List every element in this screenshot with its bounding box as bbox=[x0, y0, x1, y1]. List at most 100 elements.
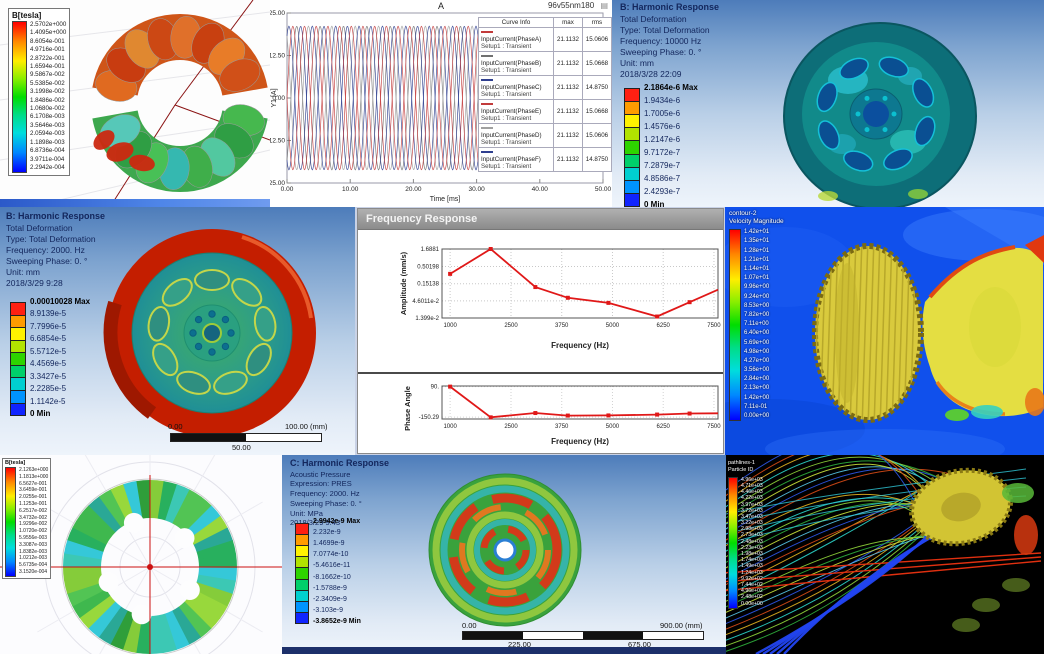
svg-text:Frequency (Hz): Frequency (Hz) bbox=[551, 341, 609, 350]
colorbar-b-tesla: B[tesla] 2.5702e+000 1.4095e+000 8.6054e-0… bbox=[8, 8, 71, 176]
legend-value: 7.2879e-7 bbox=[644, 161, 681, 170]
curve-color-dash bbox=[481, 79, 493, 82]
colorbar-labels: 2.5702e+000 1.4095e+000 8.6054e-001 4.9716e… bbox=[30, 21, 66, 171]
result-info-line: Type: Total Deformation bbox=[6, 233, 96, 244]
legend-value: 9.5867e-002 bbox=[30, 71, 65, 79]
curve-max: 21.1132 bbox=[553, 27, 583, 52]
legend-curve-label: InputCurrent(PhaseE) Setup1 : Transient bbox=[477, 99, 555, 124]
legend-value: 7.7996e-5 bbox=[30, 321, 67, 331]
legend-value: 4.98e+00 bbox=[744, 348, 770, 355]
panel-maxwell-stator: B[tesla] 2.5702e+000 1.4095e+000 8.6054e-0… bbox=[0, 0, 270, 207]
legend-value: 5.69e+00 bbox=[744, 339, 770, 346]
colorbar-title: pathlines-1 Particle ID bbox=[728, 460, 755, 473]
svg-text:1000: 1000 bbox=[443, 323, 457, 329]
legend-value: 7.11e+00 bbox=[744, 321, 769, 328]
legend-value: 2.1263e+000 bbox=[19, 467, 49, 473]
result-info-line: Frequency: 10000 Hz bbox=[620, 35, 702, 46]
result-info-line: Sweeping Phase: 0. ° bbox=[6, 255, 88, 266]
svg-text:0.50198: 0.50198 bbox=[417, 264, 439, 270]
curve-color-dash bbox=[481, 55, 493, 58]
svg-text:Frequency (Hz): Frequency (Hz) bbox=[551, 437, 609, 446]
svg-text:12.50: 12.50 bbox=[270, 53, 285, 60]
legend-value: 2.48e+02 bbox=[741, 594, 763, 601]
legend-value: 2.23e+03 bbox=[741, 544, 763, 551]
legend-value: 2.5702e+000 bbox=[30, 21, 67, 28]
svg-text:7500: 7500 bbox=[707, 323, 721, 329]
colorbar-gradient bbox=[728, 476, 738, 609]
result-info-line: Frequency: 2000. Hz bbox=[290, 489, 360, 499]
window-titlebar-sliver[interactable] bbox=[0, 199, 270, 207]
svg-text:20.00: 20.00 bbox=[405, 186, 422, 193]
legend-value: 3.47e+03 bbox=[741, 513, 763, 520]
legend-value: 2.48e+03 bbox=[741, 538, 763, 545]
svg-text:2500: 2500 bbox=[504, 424, 518, 430]
curve-rms: 15.0606 bbox=[581, 27, 612, 52]
svg-text:50.00: 50.00 bbox=[595, 186, 612, 193]
legend-curve-label: InputCurrent(PhaseF) Setup1 : Transient bbox=[477, 147, 555, 172]
legend-value: 2.0255e-001 bbox=[19, 494, 48, 501]
panel-current-plot: A 96v55nm180 ▤ 25.00 12.50 0.00 -12.50 -25.0… bbox=[270, 0, 613, 207]
cfd-contour-view bbox=[725, 207, 1044, 455]
svg-text:0.15138: 0.15138 bbox=[417, 282, 439, 288]
legend-value: 2.232e-9 bbox=[313, 529, 341, 537]
legend-value: 6.6854e-5 bbox=[30, 334, 67, 344]
legend-value: 2.13e+00 bbox=[744, 385, 770, 392]
svg-text:2500: 2500 bbox=[504, 323, 518, 329]
legend-value: 6.2517e-002 bbox=[19, 507, 48, 514]
curve-rms: 14.8750 bbox=[581, 75, 612, 100]
svg-text:-150.29: -150.29 bbox=[419, 415, 440, 421]
legend-header: max bbox=[553, 17, 583, 28]
legend-value: 4.46e+03 bbox=[741, 489, 763, 496]
colorbar-gradient bbox=[729, 229, 741, 422]
legend-value: 1.1253e-001 bbox=[19, 500, 48, 507]
curve-color-dash bbox=[481, 31, 493, 34]
legend-value: 0.00010028 Max bbox=[30, 297, 91, 306]
legend-value: 1.2147e-6 bbox=[644, 135, 681, 144]
legend-value: 1.24e+03 bbox=[741, 569, 763, 576]
legend-value: 3.97e+03 bbox=[741, 501, 763, 508]
result-info-line: Unit: mm bbox=[6, 266, 40, 277]
legend-value: 6.8736e-004 bbox=[30, 147, 65, 155]
legend-value: 4.96e+02 bbox=[741, 588, 763, 595]
legend-value: 1.4576e-6 bbox=[644, 122, 681, 131]
legend-header: Curve Info bbox=[477, 17, 555, 28]
legend-value: 9.96e+00 bbox=[744, 284, 770, 291]
legend-value: 1.49e+03 bbox=[741, 563, 763, 570]
result-info-line: 2018/3/29 9:28 bbox=[6, 277, 63, 288]
legend-value: 3.6459e-001 bbox=[19, 487, 48, 494]
window-titlebar[interactable]: Frequency Response bbox=[358, 209, 723, 230]
result-info: C: Harmonic Response Acoustic Pressure Exp… bbox=[290, 458, 389, 528]
svg-text:3750: 3750 bbox=[555, 424, 569, 430]
svg-text:25.00: 25.00 bbox=[270, 10, 285, 17]
legend-value: 0 Min bbox=[30, 408, 51, 418]
svg-text:40.00: 40.00 bbox=[532, 186, 549, 193]
colorbar-gradient bbox=[5, 467, 16, 577]
legend-value: 9.7172e-7 bbox=[644, 148, 681, 157]
legend-row: InputCurrent(PhaseC) Setup1 : Transient 21… bbox=[477, 75, 612, 100]
legend-value: 1.21e+01 bbox=[744, 256, 770, 263]
legend-value: 2.98e+03 bbox=[741, 526, 763, 533]
panel-frequency-response: Frequency Response 1000 2500 3750 5000 6250 7… bbox=[355, 207, 725, 455]
legend-value: 1.0212e-003 bbox=[19, 555, 48, 562]
legend-value: 1.8486e-002 bbox=[30, 96, 65, 104]
legend-value: 3.4732e-002 bbox=[19, 514, 48, 521]
result-info-line: B: Harmonic Response bbox=[620, 2, 720, 12]
colorbar-labels: 1.42e+01 1.35e+01 1.28e+01 1.21e+01 1.14e+01… bbox=[744, 229, 769, 419]
flywheel-model bbox=[103, 229, 316, 437]
legend-row: InputCurrent(PhaseA) Setup1 : Transient 21… bbox=[477, 27, 612, 52]
jet-contour bbox=[922, 235, 1044, 421]
colorbar-gradient bbox=[12, 21, 27, 173]
rotor-annulus bbox=[63, 480, 237, 654]
window-bottom-bar bbox=[282, 647, 726, 654]
colorbar-deformation: 0.00010028 Max 8.9139e-5 7.7996e-5 6.6854e-… bbox=[10, 297, 90, 418]
menu-icon[interactable]: ▤ bbox=[600, 1, 608, 10]
legend-value: 1.14e+01 bbox=[744, 266, 770, 272]
plot-corner-label: 96v55nm180 bbox=[547, 1, 595, 10]
legend-value: 2.1864e-6 Max bbox=[644, 83, 698, 92]
curve-max: 21.1132 bbox=[553, 51, 583, 76]
colorbar-title: contour-2 Velocity Magnitude bbox=[729, 210, 784, 226]
result-info-line: B: Harmonic Response bbox=[6, 211, 106, 221]
result-info-line: Frequency: 2000. Hz bbox=[6, 244, 85, 255]
legend-curve-label: InputCurrent(PhaseC) Setup1 : Transient bbox=[477, 75, 555, 100]
svg-text:1000: 1000 bbox=[443, 424, 457, 430]
